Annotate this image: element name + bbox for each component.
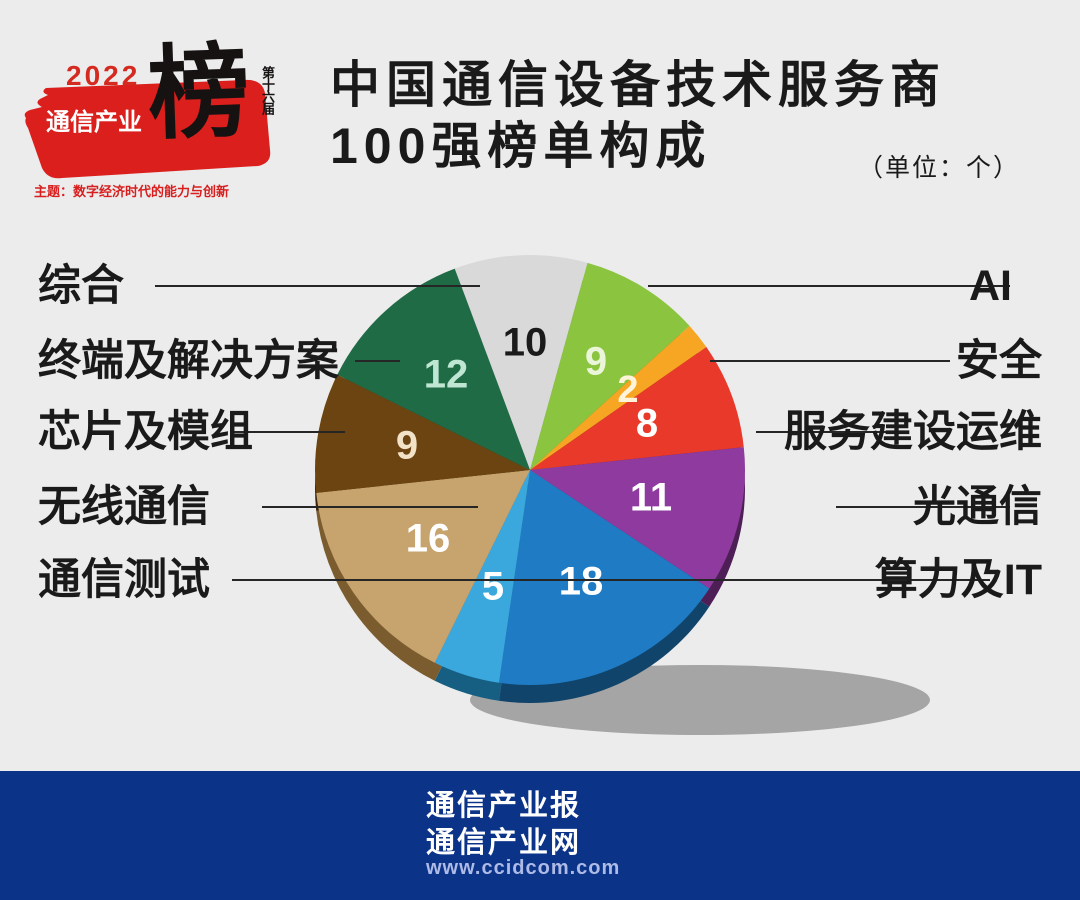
- svg-text:终端及解决方案: 终端及解决方案: [38, 337, 340, 385]
- svg-text:无线通信: 无线通信: [38, 483, 210, 531]
- svg-text:综合: 综合: [38, 262, 124, 310]
- svg-text:通信测试: 通信测试: [38, 556, 210, 604]
- svg-text:11: 11: [630, 476, 672, 520]
- svg-text:10: 10: [503, 321, 548, 365]
- svg-text:AI: AI: [969, 262, 1012, 310]
- svg-text:服务建设运维: 服务建设运维: [784, 408, 1042, 456]
- svg-text:光通信: 光通信: [913, 483, 1042, 531]
- svg-text:8: 8: [636, 402, 658, 446]
- svg-text:芯片及模组: 芯片及模组: [38, 408, 253, 456]
- svg-text:12: 12: [424, 353, 469, 397]
- svg-text:9: 9: [396, 424, 418, 468]
- svg-text:算力及IT: 算力及IT: [875, 556, 1042, 604]
- svg-text:18: 18: [559, 560, 604, 604]
- svg-text:16: 16: [406, 517, 451, 561]
- svg-text:安全: 安全: [956, 336, 1043, 385]
- svg-text:9: 9: [585, 340, 607, 384]
- svg-text:5: 5: [482, 565, 504, 609]
